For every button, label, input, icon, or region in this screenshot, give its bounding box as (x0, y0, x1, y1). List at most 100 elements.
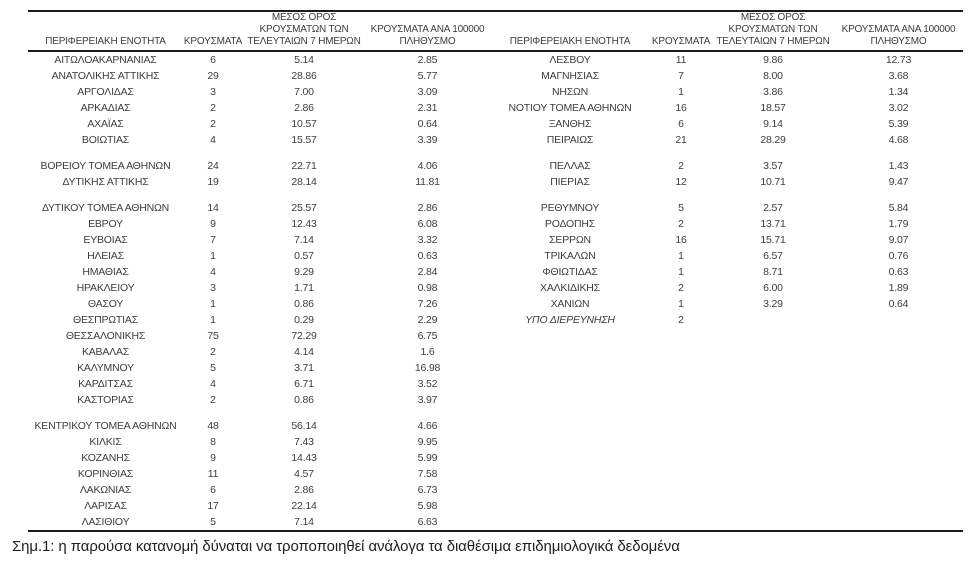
region-cell (490, 328, 650, 344)
per-100k-cell: 16.98 (414, 362, 441, 375)
region-cell: ΞΑΝΘΗΣ (548, 118, 592, 131)
per-100k-cell: 1.89 (888, 282, 909, 295)
separator-cell (183, 148, 243, 158)
avg-7day-cell: 6.57 (763, 250, 783, 263)
avg-7day-cell: 2.86 (294, 484, 314, 497)
avg-7day-cell (712, 392, 834, 408)
table-row: ΒΟΙΩΤΙΑΣ 4 15.57 3.39 ΠΕΙΡΑΙΩΣ 21 28.29 4.68 (28, 132, 963, 148)
per-100k-cell: 4.66 (417, 420, 438, 433)
cases-cell: 2 (210, 118, 216, 131)
region-cell: ΕΥΒΟΙΑΣ (83, 234, 128, 247)
region-cell: ΧΑΛΚΙΔΙΚΗΣ (540, 282, 600, 295)
avg-7day-cell: 0.86 (294, 298, 314, 311)
cases-cell (650, 344, 712, 360)
per-100k-cell: 3.39 (417, 134, 438, 147)
region-cell: ΔΥΤΙΚΗΣ ΑΤΤΙΚΗΣ (62, 176, 149, 189)
table-row: ΘΑΣΟΥ 1 0.86 7.26 ΧΑΝΙΩΝ 1 3.29 0.64 (28, 296, 963, 312)
table-row: ΑΡΚΑΔΙΑΣ 2 2.86 2.31 ΝΟΤΙΟΥ ΤΟΜΕΑ ΑΘΗΝΩΝ 16 18… (28, 100, 963, 116)
separator-cell (650, 148, 712, 158)
avg-7day-cell (712, 466, 834, 482)
region-cell: ΝΗΣΩΝ (551, 86, 589, 99)
cases-cell: 2 (678, 314, 684, 327)
cases-cell: 4 (210, 378, 216, 391)
per-100k-cell (834, 328, 963, 344)
region-cell (490, 482, 650, 498)
table-row: ΗΜΑΘΙΑΣ 4 9.29 2.84 ΦΘΙΩΤΙΔΑΣ 1 8.71 0.63 (28, 264, 963, 280)
avg-7day-cell: 28.86 (291, 70, 317, 83)
header-cases: ΚΡΟΥΣΜΑΤΑ (183, 11, 243, 53)
avg-7day-cell: 7.14 (294, 234, 314, 247)
avg-7day-cell: 5.14 (294, 54, 314, 67)
region-cell: ΛΑΚΩΝΙΑΣ (79, 484, 132, 497)
per-100k-cell: 3.52 (417, 378, 438, 391)
separator-row (28, 408, 963, 418)
per-100k-cell (834, 514, 963, 531)
region-cell (490, 418, 650, 434)
cases-cell: 75 (207, 330, 219, 343)
cases-cell: 5 (678, 202, 684, 215)
region-cell: ΥΠΟ ΔΙΕΡΕΥΝΗΣΗ (525, 314, 615, 327)
region-cell: ΘΕΣΠΡΩΤΙΑΣ (73, 314, 138, 327)
per-100k-cell: 0.63 (417, 250, 438, 263)
per-100k-cell: 5.98 (417, 500, 438, 513)
per-100k-cell: 3.32 (417, 234, 438, 247)
avg-7day-cell: 2.86 (294, 102, 314, 115)
per-100k-cell: 0.63 (888, 266, 909, 279)
separator-cell (490, 148, 650, 158)
avg-7day-cell: 7.00 (294, 86, 314, 99)
separator-cell (365, 148, 490, 158)
per-100k-cell: 2.84 (417, 266, 438, 279)
cases-cell (650, 328, 712, 344)
cases-cell: 7 (210, 234, 216, 247)
region-cell (490, 392, 650, 408)
cases-cell: 48 (207, 420, 219, 433)
avg-7day-cell: 72.29 (291, 330, 317, 343)
region-cell: ΕΒΡΟΥ (88, 218, 123, 231)
per-100k-cell: 5.99 (417, 452, 438, 465)
avg-7day-cell: 7.14 (294, 516, 314, 529)
per-100k-cell: 9.07 (888, 234, 909, 247)
cases-cell: 3 (210, 86, 216, 99)
per-100k-cell (834, 312, 963, 328)
cases-cell (650, 450, 712, 466)
per-100k-cell (834, 466, 963, 482)
cases-cell: 11 (207, 468, 219, 481)
table-row: ΚΑΛΥΜΝΟΥ 5 3.71 16.98 (28, 360, 963, 376)
header-region: ΠΕΡΙΦΕΡΕΙΑΚΗ ΕΝΟΤΗΤΑ (28, 11, 183, 53)
region-cell: ΗΜΑΘΙΑΣ (82, 266, 129, 279)
table-row: ΚΙΛΚΙΣ 8 7.43 9.95 (28, 434, 963, 450)
avg-7day-cell: 10.71 (760, 176, 786, 189)
separator-cell (365, 408, 490, 418)
per-100k-cell: 3.09 (417, 86, 438, 99)
avg-7day-cell (712, 450, 834, 466)
footnote-text: Σημ.1: η παρούσα κατανομή δύναται να τρο… (12, 538, 680, 556)
table-row: ΔΥΤΙΚΟΥ ΤΟΜΕΑ ΑΘΗΝΩΝ 14 25.57 2.86 ΡΕΘΥΜΝΟΥ 5… (28, 200, 963, 216)
header-region: ΠΕΡΙΦΕΡΕΙΑΚΗ ΕΝΟΤΗΤΑ (490, 11, 650, 53)
cases-cell: 1 (210, 298, 216, 311)
region-cell: ΝΟΤΙΟΥ ΤΟΜΕΑ ΑΘΗΝΩΝ (508, 102, 632, 115)
region-cell: ΠΕΛΛΑΣ (549, 160, 591, 173)
avg-7day-cell: 22.71 (291, 160, 317, 173)
per-100k-cell (834, 360, 963, 376)
avg-7day-cell: 10.57 (291, 118, 317, 131)
separator-cell (243, 148, 365, 158)
table-row: ΚΑΒΑΛΑΣ 2 4.14 1.6 (28, 344, 963, 360)
avg-7day-cell (712, 360, 834, 376)
per-100k-cell: 1.6 (420, 346, 435, 359)
table-row: ΑΙΤΩΛΟΑΚΑΡΝΑΝΙΑΣ 6 5.14 2.85 ΛΕΣΒΟΥ 11 9.86 12.… (28, 51, 963, 68)
region-cell: ΣΕΡΡΩΝ (549, 234, 591, 247)
per-100k-cell: 0.64 (888, 298, 909, 311)
per-100k-cell: 7.58 (417, 468, 438, 481)
region-cell: ΚΕΝΤΡΙΚΟΥ ΤΟΜΕΑ ΑΘΗΝΩΝ (34, 420, 177, 433)
per-100k-cell: 1.34 (888, 86, 909, 99)
cases-cell: 16 (675, 102, 687, 115)
region-cell: ΡΕΘΥΜΝΟΥ (540, 202, 600, 215)
cases-cell: 2 (210, 346, 216, 359)
separator-cell (834, 148, 963, 158)
avg-7day-cell (712, 328, 834, 344)
region-cell: ΚΙΛΚΙΣ (89, 436, 122, 449)
per-100k-cell: 9.95 (417, 436, 438, 449)
region-cell: ΑΡΓΟΛΙΔΑΣ (77, 86, 134, 99)
cases-cell: 5 (210, 362, 216, 375)
avg-7day-cell: 28.14 (291, 176, 317, 189)
